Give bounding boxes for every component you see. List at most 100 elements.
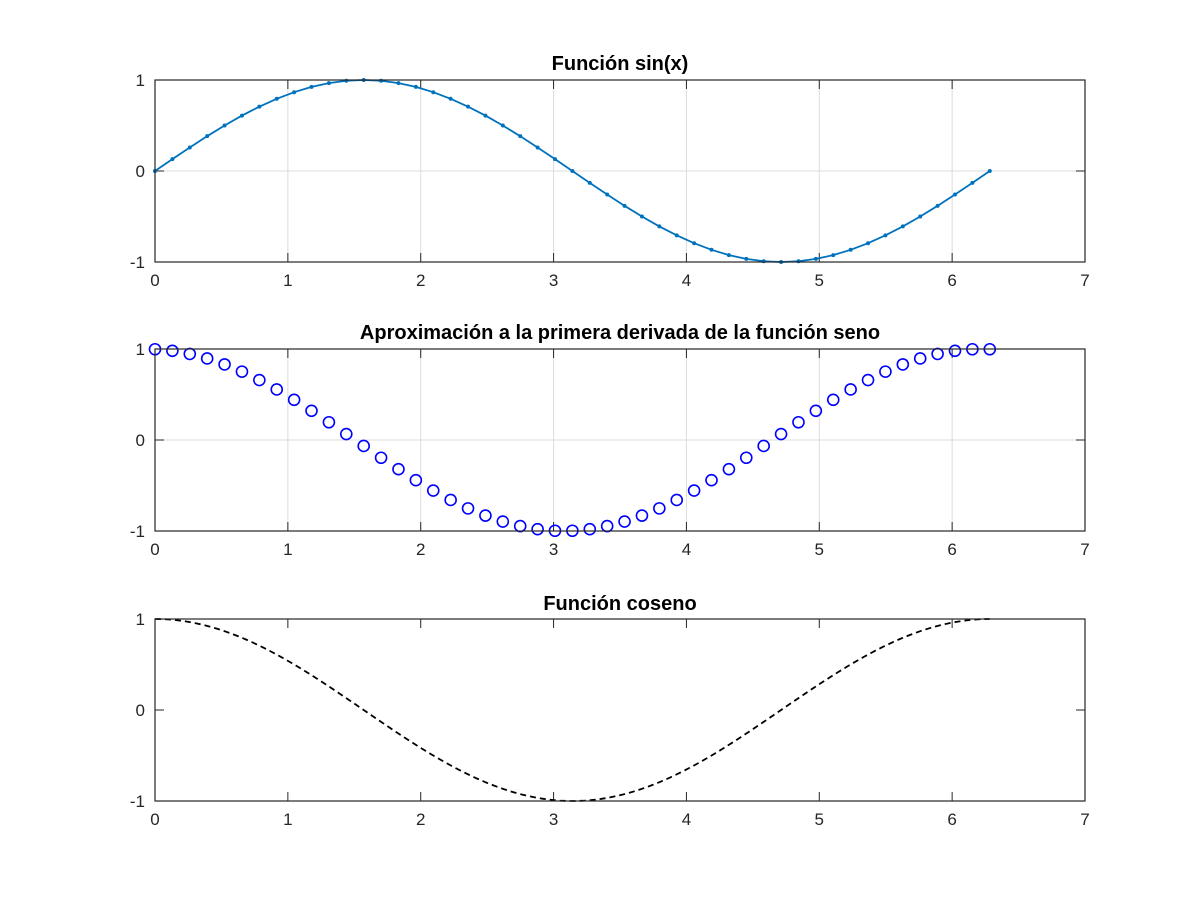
chart-title: Aproximación a la primera derivada de la… <box>360 322 880 344</box>
data-point <box>883 233 888 238</box>
data-point <box>709 247 714 252</box>
data-point <box>674 233 679 238</box>
data-point <box>600 519 614 533</box>
y-tick-label: 1 <box>136 71 145 90</box>
chart-title: Función sin(x) <box>552 53 689 75</box>
data-point <box>726 253 731 258</box>
data-point <box>200 352 214 365</box>
data-point <box>618 515 631 528</box>
data-point <box>496 515 510 528</box>
x-tick-label: 3 <box>549 810 558 829</box>
data-point <box>952 192 957 197</box>
x-tick-label: 0 <box>150 810 159 829</box>
data-point <box>187 145 192 150</box>
data-point <box>396 81 401 86</box>
x-tick-label: 4 <box>682 271 691 290</box>
data-point <box>900 224 905 229</box>
data-point <box>692 241 697 246</box>
x-tick-label: 7 <box>1080 540 1089 559</box>
x-tick-label: 1 <box>283 271 292 290</box>
data-point <box>444 493 457 507</box>
x-tick-label: 5 <box>815 810 824 829</box>
axes-box <box>154 79 1086 263</box>
data-point <box>687 484 701 497</box>
data-point <box>392 462 405 476</box>
x-tick-label: 1 <box>283 810 292 829</box>
data-point <box>570 169 575 174</box>
data-point <box>761 259 766 264</box>
data-point <box>235 365 249 378</box>
data-point <box>357 439 370 453</box>
x-tick-label: 4 <box>682 540 691 559</box>
axes-box <box>154 348 1086 532</box>
data-point <box>479 509 492 522</box>
data-point <box>809 404 823 418</box>
x-tick-label: 5 <box>815 540 824 559</box>
data-point <box>552 157 557 162</box>
x-tick-label: 7 <box>1080 271 1089 290</box>
data-point <box>744 256 749 261</box>
x-tick-label: 3 <box>549 271 558 290</box>
data-point <box>844 383 857 396</box>
data-point <box>653 502 666 515</box>
data-point <box>948 344 962 358</box>
x-tick-label: 6 <box>947 810 956 829</box>
y-tick-label: 1 <box>136 340 145 359</box>
data-point <box>587 180 592 185</box>
data-point <box>483 113 488 118</box>
data-point <box>461 502 475 515</box>
data-point <box>305 404 318 418</box>
data-point <box>253 373 266 387</box>
data-point <box>326 81 331 86</box>
data-point <box>635 509 649 522</box>
data-point <box>792 415 805 429</box>
subplot-2: 0 1 2 3 4 5 6 7 -1 0 1 Aproximación a la primera de… <box>130 322 1090 559</box>
series-group <box>153 78 992 264</box>
data-point <box>374 451 388 465</box>
data-point <box>448 96 453 101</box>
data-point <box>987 168 992 173</box>
y-tick-label: 0 <box>136 431 145 450</box>
data-point <box>796 259 801 264</box>
x-tick-label: 6 <box>947 540 956 559</box>
axes-box <box>154 618 1086 802</box>
plot-area <box>155 619 1085 801</box>
x-tick-label: 6 <box>947 271 956 290</box>
y-tick-label: -1 <box>130 253 145 272</box>
data-point <box>222 123 227 128</box>
data-point <box>292 90 297 95</box>
data-point <box>705 473 718 487</box>
y-tick-label: -1 <box>130 792 145 811</box>
y-tick-label: 0 <box>136 162 145 181</box>
chart-title: Función coseno <box>543 593 696 615</box>
data-point <box>866 241 871 246</box>
x-tick-label: 2 <box>416 810 425 829</box>
data-point <box>340 427 353 441</box>
data-point <box>896 358 910 371</box>
data-point <box>918 214 923 219</box>
data-point <box>466 104 471 109</box>
subplot-3: 0 1 2 3 4 5 6 7 -1 0 1 Función coseno <box>130 593 1090 829</box>
data-point <box>826 393 840 407</box>
data-point <box>500 123 505 128</box>
data-point <box>531 522 544 536</box>
data-point <box>605 192 610 197</box>
x-tick-label: 1 <box>283 540 292 559</box>
y-tick-label: 1 <box>136 610 145 629</box>
data-point <box>344 78 349 83</box>
data-point <box>774 427 788 441</box>
data-point <box>379 78 384 83</box>
data-point <box>931 347 944 361</box>
data-point <box>170 157 175 162</box>
data-point <box>970 180 975 185</box>
data-point <box>409 473 423 487</box>
data-point <box>739 451 753 465</box>
x-tick-label: 3 <box>549 540 558 559</box>
data-point <box>813 256 818 261</box>
subplot-1: 0 1 2 3 4 5 6 7 -1 0 1 Función sin(x) <box>130 53 1090 290</box>
x-tick-label: 7 <box>1080 810 1089 829</box>
data-point <box>513 519 527 533</box>
x-tick-label: 0 <box>150 540 159 559</box>
data-point <box>670 493 684 507</box>
y-tick-label: 0 <box>136 701 145 720</box>
